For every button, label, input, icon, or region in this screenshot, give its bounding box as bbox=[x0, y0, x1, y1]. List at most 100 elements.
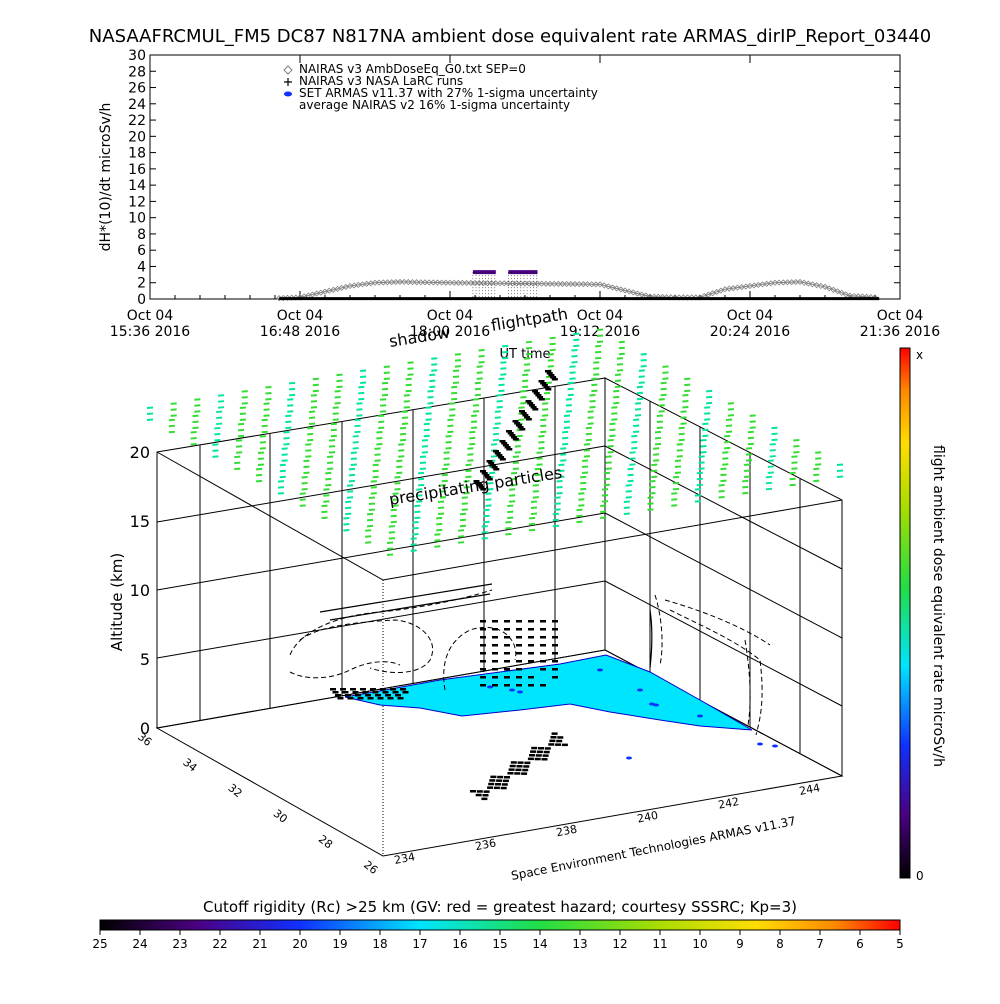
flight-track-mark bbox=[519, 428, 525, 431]
precip-dash bbox=[426, 419, 432, 420]
precip-dash bbox=[451, 399, 457, 400]
precip-dash bbox=[458, 536, 464, 537]
precip-dash bbox=[349, 469, 355, 470]
flight-track-mark bbox=[555, 743, 561, 746]
top-ytick-label: 12 bbox=[128, 194, 146, 210]
precip-dash bbox=[238, 424, 244, 425]
precip-dash bbox=[212, 456, 218, 457]
precip-dash bbox=[742, 493, 748, 494]
precip-dash bbox=[431, 358, 437, 359]
flight-track-mark bbox=[333, 691, 339, 694]
rigidity-colorbar: Cutoff rigidity (Rc) >25 km (GV: red = g… bbox=[92, 898, 903, 951]
precip-dash bbox=[282, 460, 288, 461]
rigidity-tick-label: 10 bbox=[692, 937, 707, 951]
rigidity-tick-label: 16 bbox=[452, 937, 467, 951]
flight-track-mark bbox=[477, 790, 483, 793]
precip-dash bbox=[466, 465, 472, 466]
precip-dash bbox=[655, 432, 661, 433]
precip-dash bbox=[309, 418, 315, 419]
precip-dash bbox=[382, 383, 388, 384]
flight-track-mark bbox=[516, 620, 522, 623]
precip-dash bbox=[376, 438, 382, 439]
precip-dash bbox=[378, 422, 384, 423]
flight-track-mark bbox=[395, 694, 401, 697]
precip-dash bbox=[426, 407, 432, 408]
precip-dash bbox=[722, 452, 728, 453]
precip-dash bbox=[434, 540, 440, 541]
flight-track-mark bbox=[385, 694, 391, 697]
top-ytick-label: 10 bbox=[128, 211, 146, 227]
precip-dash bbox=[284, 444, 290, 445]
flight-track-mark bbox=[495, 783, 501, 786]
flight-track-mark bbox=[536, 754, 542, 757]
precip-dash bbox=[420, 469, 426, 470]
precip-dash bbox=[347, 497, 353, 498]
precip-dash bbox=[460, 526, 466, 527]
flight-track-mark bbox=[492, 620, 498, 623]
flight-track-mark bbox=[476, 794, 482, 797]
flight-track-mark bbox=[504, 644, 510, 647]
precip-dash bbox=[497, 407, 503, 408]
rigidity-tick-label: 18 bbox=[372, 937, 387, 951]
flight-track-mark bbox=[522, 769, 528, 772]
precip-dash bbox=[555, 497, 561, 498]
rigidity-tick-label: 19 bbox=[332, 937, 347, 951]
precip-dash bbox=[697, 485, 703, 486]
precip-dash bbox=[584, 450, 590, 451]
precip-dash bbox=[278, 487, 284, 488]
precip-dash bbox=[479, 350, 485, 351]
precip-dash bbox=[726, 432, 732, 433]
flight-track-mark bbox=[480, 620, 486, 623]
flight-track-mark bbox=[368, 697, 374, 700]
precip-dash bbox=[657, 415, 663, 416]
top-ytick-label: 6 bbox=[137, 243, 146, 259]
precip-dash bbox=[491, 444, 497, 445]
precip-dash bbox=[550, 338, 556, 339]
flight-track-mark bbox=[528, 660, 534, 663]
flight-track-mark bbox=[516, 660, 522, 663]
top-xtick-label-date: Oct 04 bbox=[427, 308, 474, 324]
precip-dash bbox=[411, 550, 417, 551]
precip-dash bbox=[540, 426, 546, 427]
precip-dash bbox=[302, 489, 308, 490]
precip-dash bbox=[313, 379, 319, 380]
precip-dash bbox=[633, 420, 639, 421]
precip-dash bbox=[479, 356, 485, 357]
rigidity-tick-label: 5 bbox=[896, 937, 904, 951]
precip-dash bbox=[325, 473, 331, 474]
precip-dash bbox=[706, 397, 712, 398]
precip-dash bbox=[482, 538, 488, 539]
precip-dash bbox=[502, 352, 508, 353]
precip-dash bbox=[593, 368, 599, 369]
precip-dash bbox=[529, 518, 535, 519]
precip-dash bbox=[555, 503, 561, 504]
precip-dash bbox=[637, 393, 643, 394]
lat-tick-label: 28 bbox=[316, 833, 335, 852]
precip-dash bbox=[336, 387, 342, 388]
lat-tick-label: 30 bbox=[271, 807, 290, 826]
flight-track-mark bbox=[542, 758, 548, 761]
flight-track-mark bbox=[480, 652, 486, 655]
precip-dash bbox=[526, 348, 532, 349]
precip-dash bbox=[406, 391, 412, 392]
legend-plus-symbol bbox=[284, 78, 292, 86]
precip-dash bbox=[495, 423, 501, 424]
precip-dash bbox=[500, 368, 506, 369]
flight-track-mark bbox=[528, 758, 534, 761]
precip-dash bbox=[371, 493, 377, 494]
precip-dash bbox=[522, 387, 528, 388]
flight-track-mark bbox=[380, 688, 386, 691]
precip-dash bbox=[466, 471, 472, 472]
flight-track-mark bbox=[516, 636, 522, 639]
precip-dash bbox=[515, 452, 521, 453]
precip-dash bbox=[375, 448, 381, 449]
flight-track-mark bbox=[400, 688, 406, 691]
precip-dash bbox=[327, 457, 333, 458]
precip-dash bbox=[402, 423, 408, 424]
precip-dash bbox=[744, 471, 750, 472]
precip-dash bbox=[629, 452, 635, 453]
precip-dash bbox=[284, 438, 290, 439]
precip-dash bbox=[240, 419, 246, 420]
top-ytick-label: 28 bbox=[128, 64, 146, 80]
precip-dash bbox=[507, 518, 513, 519]
